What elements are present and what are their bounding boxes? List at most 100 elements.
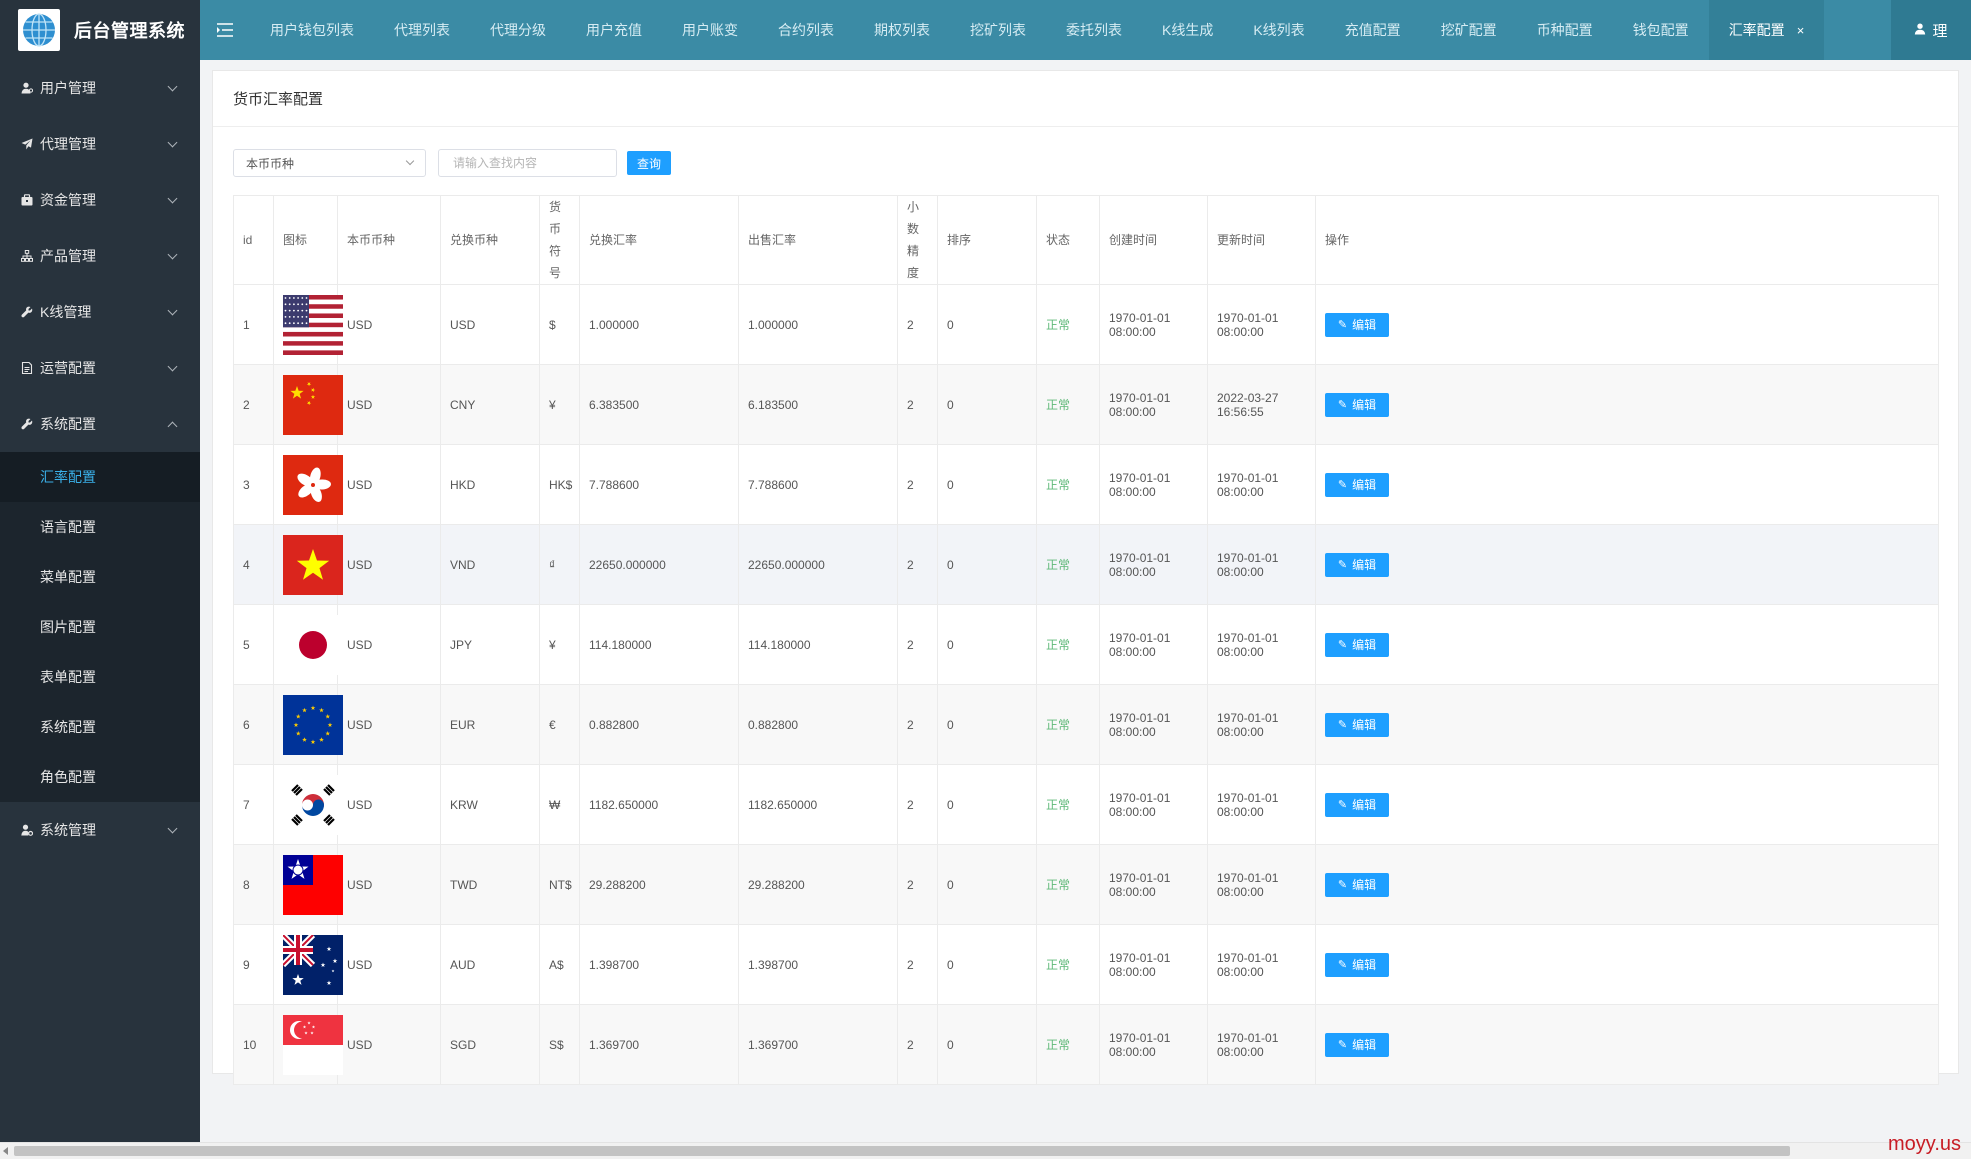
cell-symbol: HK$ — [539, 444, 580, 525]
table-row: 5 USD JPY ¥114.180000 114.180000 2 0 正常 1970-01-… — [233, 604, 1939, 685]
table-row: 10 USD SGD S$ 1.369700 1.369700 2 0 正常 1970-01-01… — [233, 1004, 1939, 1085]
sidebar-subitem-language[interactable]: 语言配置 — [40, 519, 96, 535]
chevron-up-icon — [167, 421, 178, 431]
wrench-icon — [20, 305, 34, 319]
globe-logo-icon — [18, 9, 60, 51]
tab-7[interactable]: 挖矿列表 — [950, 0, 1046, 60]
rate-table-wrapper: id 图标 本币币种 兑换币种 货币符号 兑换汇率 出售汇率 小数精度 排序 状… — [233, 195, 1939, 1085]
pencil-icon: ✎ — [1337, 879, 1348, 891]
sidebar-item-system-config[interactable]: 系统配置 — [0, 396, 200, 452]
edit-button[interactable]: ✎ 编辑 — [1325, 712, 1389, 737]
sidebar-item-kline-management[interactable]: K线管理 — [0, 284, 200, 340]
cell-action: ✎ 编辑 — [1315, 924, 1939, 1005]
sidebar-subitem-system[interactable]: 系统配置 — [40, 719, 96, 735]
cell-created: 1970-01-01 08:00:00 — [1099, 764, 1208, 845]
cn-flag-icon — [283, 374, 343, 435]
edit-button[interactable]: ✎ 编辑 — [1325, 552, 1389, 577]
tab-14[interactable]: 钱包配置 — [1613, 0, 1709, 60]
cell-target-currency: TWD — [440, 844, 540, 925]
edit-button[interactable]: ✎ 编辑 — [1325, 1032, 1389, 1057]
edit-button[interactable]: ✎ 编辑 — [1325, 312, 1389, 337]
cell-icon — [273, 1004, 343, 1085]
cell-created: 1970-01-01 08:00:00 — [1099, 284, 1208, 365]
edit-button[interactable]: ✎ 编辑 — [1325, 392, 1389, 417]
tab-3[interactable]: 用户充值 — [566, 0, 662, 60]
scroll-left-icon[interactable] — [3, 1147, 8, 1155]
currency-select[interactable]: 本币币种 — [233, 149, 426, 177]
edit-button[interactable]: ✎ 编辑 — [1325, 872, 1389, 897]
sidebar-subitem-menu[interactable]: 菜单配置 — [40, 569, 96, 585]
filter-bar: 本币币种 查询 — [233, 149, 672, 177]
cell-base-currency: USD — [337, 284, 441, 365]
cell-icon — [273, 524, 343, 605]
sidebar-subitem-role[interactable]: 角色配置 — [40, 769, 96, 785]
th-status: 状态 — [1036, 195, 1100, 285]
tab-bar: 用户钱包列表 代理列表 代理分级 用户充值 用户账变 合约列表 期权列表 挖矿列表 委托列表 K线… — [250, 0, 1891, 60]
cell-base-currency: USD — [337, 764, 441, 845]
search-button[interactable]: 查询 — [627, 151, 672, 175]
tab-label: 币种配置 — [1536, 22, 1593, 38]
system-config-submenu: 汇率配置 语言配置 菜单配置 图片配置 表单配置 系统配置 角色配置 — [0, 452, 200, 802]
cell-icon — [273, 364, 343, 445]
tab-13[interactable]: 币种配置 — [1517, 0, 1613, 60]
tab-8[interactable]: 委托列表 — [1046, 0, 1142, 60]
cell-status: 正常 — [1036, 924, 1100, 1005]
cell-status: 正常 — [1036, 604, 1100, 685]
cell-exchange-rate: 29.288200 — [579, 844, 739, 925]
sidebar-item-label: 运营配置 — [40, 360, 96, 376]
sidebar-item-label: 代理管理 — [40, 136, 96, 152]
th-base-currency: 本币币种 — [337, 195, 441, 285]
currency-select-value: 本币币种 — [246, 156, 295, 171]
tab-5[interactable]: 合约列表 — [758, 0, 854, 60]
edit-label: 编辑 — [1352, 718, 1377, 732]
chevron-down-icon — [167, 249, 178, 259]
th-sort: 排序 — [937, 195, 1037, 285]
cell-action: ✎ 编辑 — [1315, 604, 1939, 685]
th-id: id — [233, 195, 274, 285]
menu-toggle-icon[interactable] — [200, 0, 250, 60]
cell-created: 1970-01-01 08:00:00 — [1099, 1004, 1208, 1085]
sidebar-item-user-management[interactable]: 用户管理 — [0, 60, 200, 116]
tab-11[interactable]: 充值配置 — [1325, 0, 1421, 60]
cell-sort: 0 — [937, 1004, 1037, 1085]
sidebar-subitem-exchange-rate[interactable]: 汇率配置 — [0, 452, 200, 502]
edit-label: 编辑 — [1352, 558, 1377, 572]
sidebar-subitem-form[interactable]: 表单配置 — [40, 669, 96, 685]
edit-button[interactable]: ✎ 编辑 — [1325, 952, 1389, 977]
sidebar-item-label: 系统管理 — [40, 822, 96, 838]
cell-action: ✎ 编辑 — [1315, 444, 1939, 525]
tab-15[interactable]: 汇率配置 × — [1708, 0, 1825, 60]
edit-button[interactable]: ✎ 编辑 — [1325, 792, 1389, 817]
sidebar-item-operation-config[interactable]: 运营配置 — [0, 340, 200, 396]
tab-6[interactable]: 期权列表 — [854, 0, 950, 60]
cell-icon — [273, 764, 343, 845]
horizontal-scrollbar[interactable] — [0, 1142, 1971, 1159]
search-input[interactable] — [438, 149, 617, 177]
tab-0[interactable]: 用户钱包列表 — [250, 0, 374, 60]
edit-button[interactable]: ✎ 编辑 — [1325, 632, 1389, 657]
sidebar-subitem-image[interactable]: 图片配置 — [40, 619, 96, 635]
sidebar-item-system-management[interactable]: 系统管理 — [0, 802, 200, 858]
tab-close-icon[interactable]: × — [1796, 22, 1805, 38]
tab-9[interactable]: K线生成 — [1142, 0, 1233, 60]
sidebar-item-agent-management[interactable]: 代理管理 — [0, 116, 200, 172]
tab-1[interactable]: 代理列表 — [374, 0, 470, 60]
cell-icon — [273, 604, 343, 685]
tab-4[interactable]: 用户账变 — [662, 0, 758, 60]
th-target-currency: 兑换币种 — [440, 195, 540, 285]
th-decimals: 小数精度 — [897, 195, 938, 285]
cell-exchange-rate: 1.369700 — [579, 1004, 739, 1085]
tab-10[interactable]: K线列表 — [1233, 0, 1324, 60]
scrollbar-thumb[interactable] — [14, 1146, 1790, 1156]
chevron-down-icon — [405, 156, 415, 166]
sidebar-item-product-management[interactable]: 产品管理 — [0, 228, 200, 284]
cell-action: ✎ 编辑 — [1315, 524, 1939, 605]
sidebar-item-label: 用户管理 — [40, 80, 96, 96]
user-menu[interactable]: 理 — [1891, 0, 1971, 60]
sidebar-item-fund-management[interactable]: 资金管理 — [0, 172, 200, 228]
edit-button[interactable]: ✎ 编辑 — [1325, 472, 1389, 497]
cell-action: ✎ 编辑 — [1315, 844, 1939, 925]
tab-2[interactable]: 代理分级 — [470, 0, 566, 60]
cell-target-currency: AUD — [440, 924, 540, 1005]
tab-12[interactable]: 挖矿配置 — [1421, 0, 1517, 60]
